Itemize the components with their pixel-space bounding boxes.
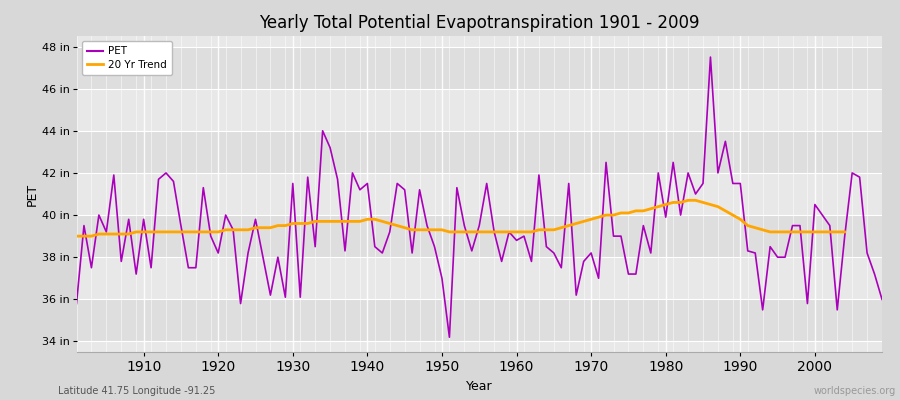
X-axis label: Year: Year [466, 380, 492, 393]
Bar [76, 257, 882, 299]
Bar [76, 299, 882, 342]
Y-axis label: PET: PET [26, 182, 39, 206]
Legend: PET, 20 Yr Trend: PET, 20 Yr Trend [82, 41, 172, 75]
Bar [76, 215, 882, 257]
Bar [76, 89, 882, 131]
Bar [76, 131, 882, 173]
Text: Latitude 41.75 Longitude -91.25: Latitude 41.75 Longitude -91.25 [58, 386, 216, 396]
Bar [76, 173, 882, 215]
Bar [76, 46, 882, 89]
Title: Yearly Total Potential Evapotranspiration 1901 - 2009: Yearly Total Potential Evapotranspiratio… [259, 14, 699, 32]
Text: worldspecies.org: worldspecies.org [814, 386, 896, 396]
